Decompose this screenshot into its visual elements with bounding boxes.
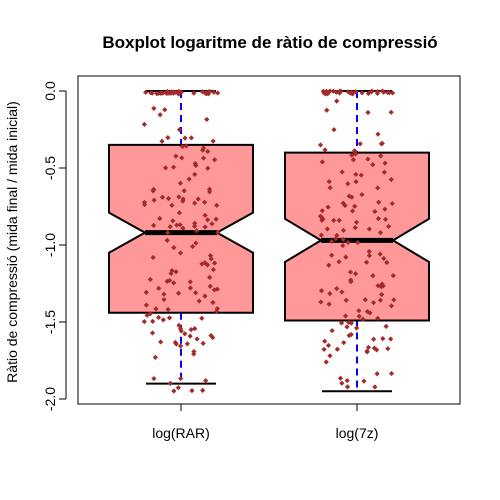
data-point <box>203 378 208 383</box>
data-point <box>182 331 187 336</box>
data-point <box>380 336 385 341</box>
data-point <box>142 319 147 324</box>
data-point <box>330 328 335 333</box>
data-point <box>361 379 366 384</box>
y-tick-label: -2.0 <box>42 387 58 411</box>
data-point <box>324 359 329 364</box>
data-point <box>334 99 339 104</box>
data-point <box>150 330 155 335</box>
data-point <box>151 106 156 111</box>
data-point <box>365 110 370 115</box>
data-point <box>322 339 327 344</box>
y-tick-label: -1.5 <box>42 310 58 334</box>
data-point <box>375 132 380 137</box>
data-point <box>185 341 190 346</box>
data-point <box>318 142 323 147</box>
data-point <box>345 384 350 389</box>
series-layer <box>109 88 429 393</box>
data-point <box>171 388 176 393</box>
data-point <box>375 371 380 376</box>
data-point <box>339 381 344 386</box>
data-point <box>156 315 161 320</box>
data-point <box>204 117 209 122</box>
data-point <box>176 385 181 390</box>
data-point <box>188 334 193 339</box>
data-point <box>365 349 370 354</box>
x-axis: log(RAR) log(7z) <box>152 404 378 441</box>
data-point <box>199 316 204 321</box>
data-point <box>142 122 147 127</box>
data-point <box>326 343 331 348</box>
y-tick-label: -1.0 <box>42 233 58 257</box>
data-point <box>324 108 329 113</box>
data-point <box>167 315 172 320</box>
data-point <box>385 346 390 351</box>
data-point <box>341 340 346 345</box>
data-point <box>371 337 376 342</box>
data-point <box>201 341 206 346</box>
data-point <box>162 107 167 112</box>
data-point <box>321 347 326 352</box>
data-point <box>189 135 194 140</box>
data-point <box>178 343 183 348</box>
data-point <box>389 110 394 115</box>
data-point <box>200 388 205 393</box>
data-point <box>372 384 377 389</box>
notched-box <box>285 153 429 321</box>
data-point <box>384 324 389 329</box>
data-point <box>344 324 349 329</box>
data-point <box>358 141 363 146</box>
data-point <box>192 326 197 331</box>
data-point <box>327 353 332 358</box>
data-point <box>189 388 194 393</box>
data-point <box>159 139 164 144</box>
chart-title: Boxplot logaritme de ràtio de compressió <box>102 33 437 52</box>
data-point <box>195 336 200 341</box>
y-axis: 0.0 -0.5 -1.0 -1.5 -2.0 <box>42 81 66 411</box>
x-tick-label: log(7z) <box>336 425 379 441</box>
data-point <box>153 355 158 360</box>
x-tick-label: log(RAR) <box>152 425 210 441</box>
y-tick-label: -0.5 <box>42 156 58 180</box>
data-point <box>165 135 170 140</box>
data-point <box>338 376 343 381</box>
data-point <box>389 371 394 376</box>
y-axis-label: Ràtio de compressió (mida final / mida i… <box>4 101 20 383</box>
y-tick-label: 0.0 <box>42 81 58 101</box>
box-log7z <box>285 88 429 391</box>
data-point <box>178 376 183 381</box>
data-point <box>388 336 393 341</box>
data-point <box>354 325 359 330</box>
data-point <box>345 378 350 383</box>
data-point <box>161 317 166 322</box>
data-point <box>158 112 163 117</box>
data-point <box>331 127 336 132</box>
data-point <box>158 339 163 344</box>
data-point <box>168 381 173 386</box>
data-point <box>211 139 216 144</box>
data-point <box>182 136 187 141</box>
data-point <box>335 347 340 352</box>
box-lograr <box>109 89 253 394</box>
data-point <box>151 376 156 381</box>
data-point <box>189 327 194 332</box>
data-point <box>150 319 155 324</box>
